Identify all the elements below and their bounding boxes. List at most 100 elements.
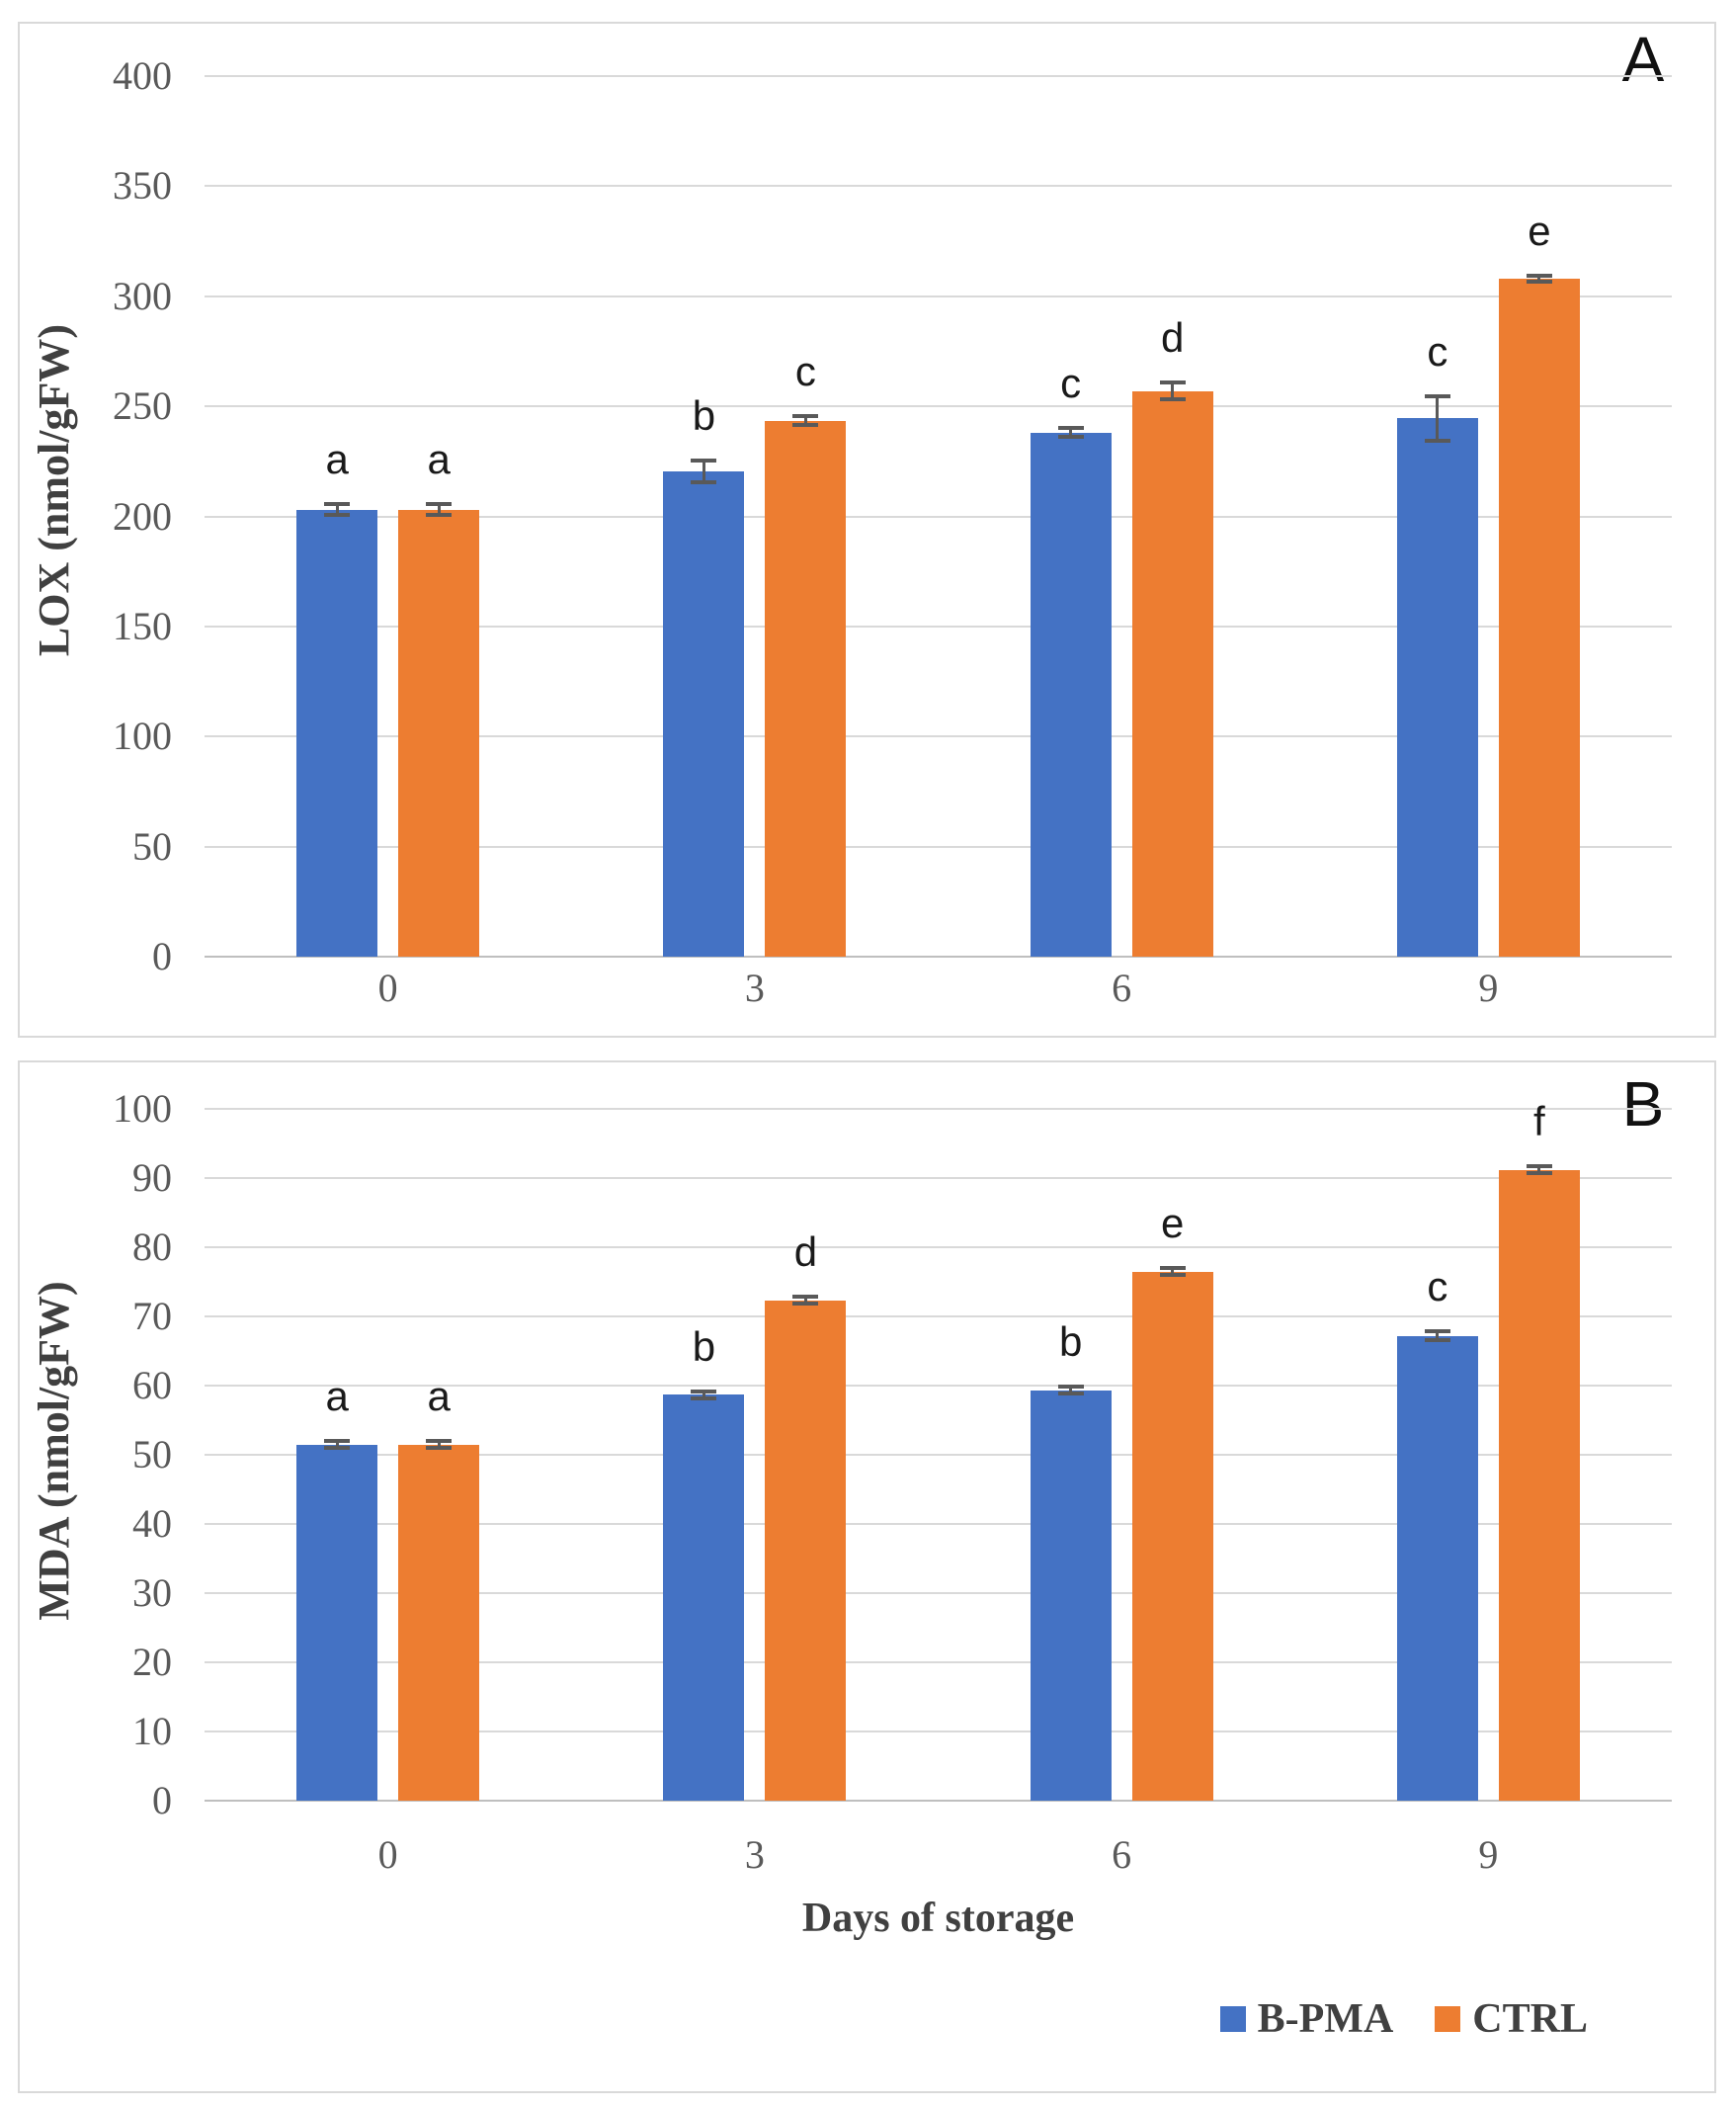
bar-b-pma-day6	[1030, 1390, 1112, 1801]
error-bar-top-cap	[1057, 1385, 1084, 1390]
x-tick-label: 9	[1478, 1832, 1499, 1877]
y-tick-label: 0	[152, 1778, 172, 1822]
panel-a-plot: 0 50 100 150 200 250 300 350 400 0 a a 3 b c 6 c d 9 c e	[20, 24, 1714, 1036]
gridline	[205, 845, 1672, 848]
gridline	[205, 1454, 1672, 1456]
bar-b-pma-day9	[1396, 1335, 1478, 1801]
y-tick-label: 50	[132, 823, 172, 869]
significance-letter: c	[1060, 360, 1082, 407]
error-bar-bottom-cap	[691, 1395, 717, 1400]
y-tick-label: 20	[132, 1640, 172, 1684]
error-bar-top-cap	[792, 1295, 819, 1300]
panel-a: A LOX (nmol/gFW) 0 50 100 150 200 250 300 350 40…	[18, 22, 1716, 1038]
y-tick-label: 90	[132, 1155, 172, 1200]
error-bar-top-cap	[1424, 394, 1450, 399]
gridline	[205, 1246, 1672, 1248]
error-bar-bottom-cap	[1526, 1171, 1552, 1176]
significance-letter: d	[793, 1228, 818, 1276]
bar-b-pma-day3	[663, 1394, 745, 1801]
error-bar	[1171, 1268, 1175, 1275]
error-bar	[702, 1391, 705, 1398]
error-bar-bottom-cap	[1424, 438, 1450, 443]
error-bar-bottom-cap	[691, 479, 717, 484]
x-axis-line	[205, 1800, 1672, 1802]
error-bar-bottom-cap	[1057, 435, 1084, 440]
panel-b-plot: 0 10 20 30 40 50 60 70 80 90 100 0 a a 3 b d 6 b e 9 c f	[20, 1062, 1714, 2091]
y-tick-label: 200	[113, 493, 172, 539]
bar-b-pma-day9	[1396, 418, 1478, 957]
significance-letter: e	[1160, 1200, 1185, 1246]
error-bar-bottom-cap	[324, 513, 351, 518]
gridline	[205, 1523, 1672, 1525]
significance-letter: e	[1528, 207, 1551, 254]
bar-ctrl-day9	[1498, 1169, 1580, 1801]
error-bar	[335, 504, 339, 516]
error-bar	[1171, 381, 1175, 400]
bar-b-pma-day0	[296, 509, 378, 957]
error-bar-top-cap	[691, 1389, 717, 1393]
bar-ctrl-day9	[1498, 278, 1580, 957]
significance-letter: d	[1160, 313, 1185, 361]
significance-letter: a	[427, 1373, 451, 1419]
y-tick-label: 100	[113, 1086, 172, 1131]
gridline	[205, 1592, 1672, 1594]
error-bar	[1069, 1387, 1073, 1394]
x-axis-line	[205, 956, 1672, 958]
error-bar-top-cap	[426, 502, 453, 507]
legend-item-bpma: B-PMA	[1219, 1996, 1394, 2042]
error-bar	[437, 1441, 441, 1448]
bar-ctrl-day6	[1131, 390, 1213, 957]
gridline	[205, 1730, 1672, 1732]
bar-b-pma-day3	[663, 470, 745, 957]
y-tick-label: 50	[132, 1432, 172, 1477]
y-tick-label: 0	[152, 934, 172, 978]
error-bar-top-cap	[792, 414, 819, 419]
x-tick-label: 3	[744, 966, 765, 1010]
error-bar-top-cap	[1526, 273, 1552, 278]
legend-label-ctrl: CTRL	[1472, 1996, 1588, 2042]
significance-letter: f	[1533, 1098, 1545, 1145]
bar-b-pma-day6	[1030, 432, 1112, 957]
error-bar	[1537, 1166, 1541, 1174]
error-bar-top-cap	[1057, 426, 1084, 431]
gridline	[205, 1385, 1672, 1387]
error-bar	[1436, 396, 1440, 441]
significance-letter: b	[1058, 1318, 1083, 1366]
y-tick-label: 250	[113, 383, 172, 429]
error-bar-bottom-cap	[1424, 1337, 1450, 1342]
error-bar-top-cap	[426, 1439, 453, 1443]
x-tick-label: 3	[744, 1832, 765, 1877]
legend-label-bpma: B-PMA	[1257, 1996, 1394, 2042]
bar-ctrl-day3	[765, 420, 847, 957]
y-tick-label: 30	[132, 1570, 172, 1615]
gridline	[205, 185, 1672, 188]
error-bar-top-cap	[691, 458, 717, 463]
error-bar-bottom-cap	[792, 423, 819, 428]
error-bar-top-cap	[1424, 1329, 1450, 1334]
x-tick-label: 0	[377, 966, 398, 1010]
error-bar	[1537, 275, 1541, 283]
error-bar-bottom-cap	[426, 1446, 453, 1450]
error-bar-bottom-cap	[426, 513, 453, 518]
y-tick-label: 300	[113, 273, 172, 318]
legend-swatch-ctrl-icon	[1435, 2006, 1461, 2032]
y-tick-label: 350	[113, 163, 172, 209]
error-bar-top-cap	[1159, 380, 1186, 384]
error-bar-bottom-cap	[324, 1446, 351, 1450]
error-bar-bottom-cap	[1526, 280, 1552, 285]
error-bar	[803, 1297, 807, 1305]
y-tick-label: 40	[132, 1501, 172, 1546]
y-tick-label: 60	[132, 1363, 172, 1407]
panel-b: B MDA (nmol/gFW) 0 10 20 30 40 50 60 70 80 90 100 0…	[18, 1060, 1716, 2093]
legend-item-ctrl: CTRL	[1435, 1998, 1588, 2040]
error-bar-top-cap	[324, 1439, 351, 1443]
legend-swatch-bpma-icon	[1219, 2006, 1246, 2032]
y-tick-label: 100	[113, 714, 172, 759]
significance-letter: b	[692, 391, 716, 439]
gridline	[205, 75, 1672, 77]
y-tick-label: 10	[132, 1709, 172, 1753]
significance-letter: a	[325, 436, 349, 483]
error-bar	[1436, 1331, 1440, 1340]
y-tick-label: 70	[132, 1294, 172, 1338]
x-tick-label: 0	[377, 1832, 398, 1877]
